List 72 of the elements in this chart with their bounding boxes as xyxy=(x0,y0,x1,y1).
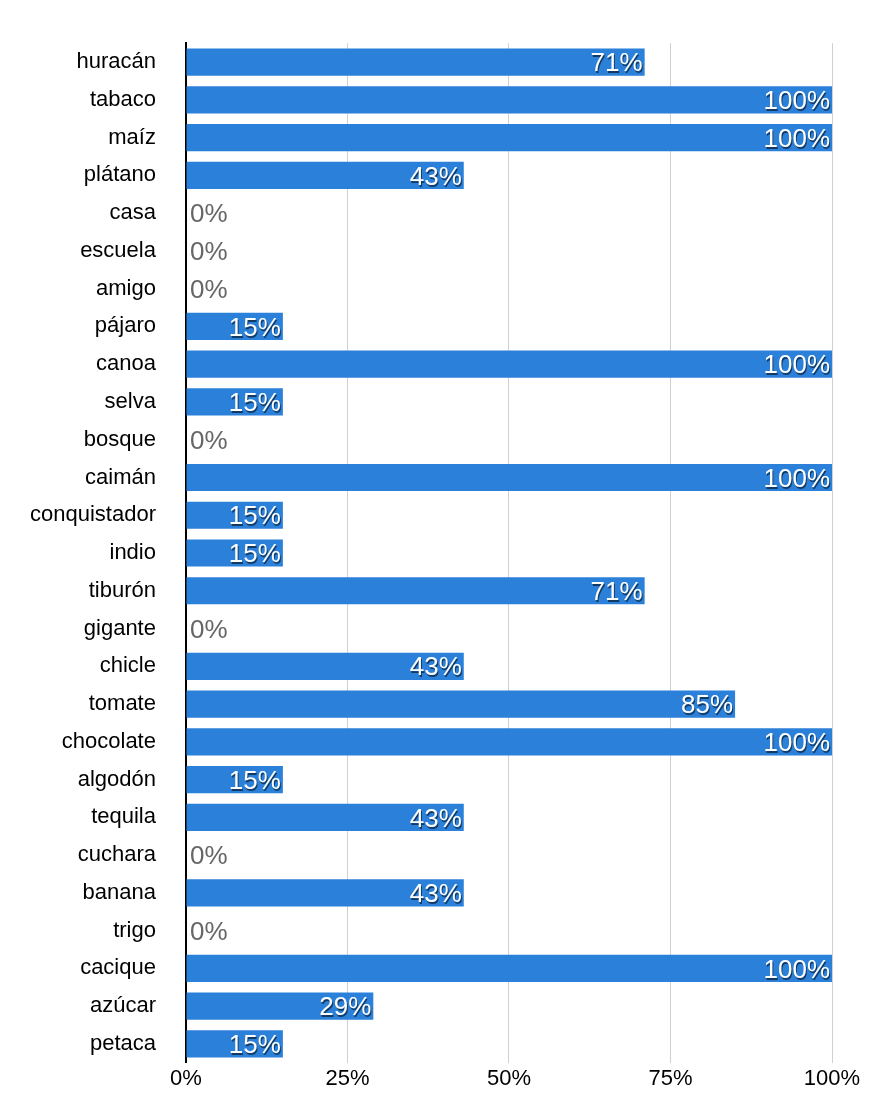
data-label: 0% xyxy=(189,915,228,946)
bar xyxy=(186,161,464,189)
y-tick-label: conquistador xyxy=(29,501,156,527)
y-tick-label: bosque xyxy=(83,425,156,451)
y-tick-label: tabaco xyxy=(89,85,156,111)
data-label: 100% xyxy=(764,351,831,382)
y-tick-label: banana xyxy=(82,878,157,904)
data-label: 43% xyxy=(409,802,462,833)
data-label: 85% xyxy=(681,689,734,720)
y-tick-label: cacique xyxy=(80,954,156,980)
bar xyxy=(186,350,832,378)
data-label: 100% xyxy=(764,728,831,759)
y-tick-label: escuela xyxy=(80,236,157,262)
y-tick-label: casa xyxy=(109,199,157,225)
data-label: 100% xyxy=(764,124,831,155)
y-tick-label: selva xyxy=(104,388,157,414)
y-tick-label: pájaro xyxy=(94,312,156,338)
data-label: 71% xyxy=(591,577,644,608)
data-label: 15% xyxy=(229,766,282,797)
bar xyxy=(186,954,832,982)
data-label: 15% xyxy=(229,502,282,533)
y-tick-label: indio xyxy=(109,539,156,565)
data-label: 0% xyxy=(189,424,228,455)
bar xyxy=(186,577,645,605)
bar xyxy=(186,690,736,718)
y-tick-label: tequila xyxy=(91,803,157,829)
y-tick-label: petaca xyxy=(89,1029,157,1055)
y-tick-label: amigo xyxy=(96,274,156,300)
data-label: 100% xyxy=(764,87,831,118)
data-label: 100% xyxy=(764,955,831,986)
data-label: 43% xyxy=(409,878,462,909)
bar xyxy=(186,463,832,492)
data-label: 15% xyxy=(229,1031,282,1062)
data-label: 43% xyxy=(409,160,462,191)
bar xyxy=(186,728,832,756)
data-label: 29% xyxy=(320,993,373,1024)
x-tick-label: 0% xyxy=(170,1065,202,1091)
data-label: 0% xyxy=(189,613,228,644)
y-tick-label: algodón xyxy=(77,765,156,791)
y-tick-label: huracán xyxy=(76,48,156,74)
y-tick-label: cuchara xyxy=(77,841,157,867)
data-label: 0% xyxy=(189,840,228,871)
y-tick-label: chicle xyxy=(99,652,156,678)
data-label: 0% xyxy=(189,236,228,267)
y-tick-label: maíz xyxy=(108,123,156,149)
bar xyxy=(186,48,645,76)
x-tick-label: 50% xyxy=(486,1065,532,1091)
y-tick-label: canoa xyxy=(96,350,157,376)
bar xyxy=(186,652,464,680)
bar xyxy=(186,879,464,907)
data-label: 0% xyxy=(189,273,228,304)
y-tick-label: trigo xyxy=(113,916,156,942)
y-tick-label: tomate xyxy=(88,690,156,716)
y-tick-label: azúcar xyxy=(89,992,156,1018)
y-tick-label: chocolate xyxy=(61,727,156,753)
data-label: 15% xyxy=(229,313,282,344)
y-tick-label: plátano xyxy=(83,161,156,187)
data-label: 43% xyxy=(410,653,463,684)
data-label: 15% xyxy=(229,540,282,571)
data-label: 100% xyxy=(764,464,831,495)
x-tick-label: 75% xyxy=(648,1065,693,1091)
y-tick-label: tiburón xyxy=(88,576,156,602)
x-tick-label: 100% xyxy=(803,1065,861,1091)
y-tick-label: caimán xyxy=(85,463,156,489)
data-label: 71% xyxy=(590,47,643,78)
data-label: 15% xyxy=(229,389,282,420)
x-tick-label: 25% xyxy=(325,1065,370,1091)
bar xyxy=(186,86,832,114)
y-tick-label: gigante xyxy=(83,614,156,640)
bar xyxy=(186,124,832,152)
data-label: 0% xyxy=(189,198,228,229)
bar xyxy=(186,803,464,831)
